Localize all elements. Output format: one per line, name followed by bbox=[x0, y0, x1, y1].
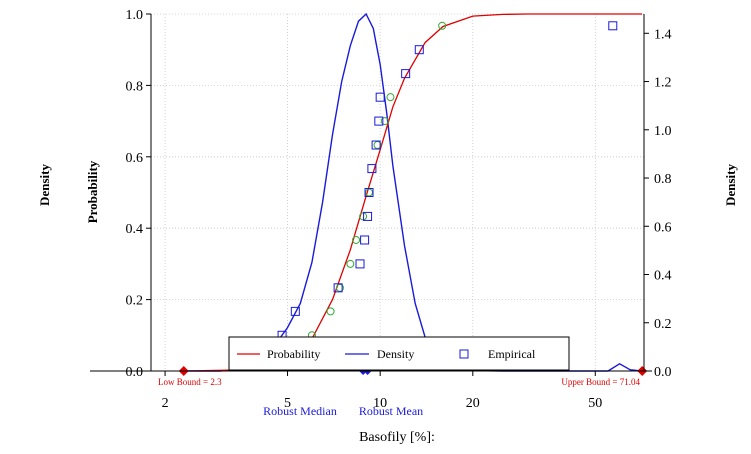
grid bbox=[151, 14, 644, 371]
y-left-tick-label: 0.6 bbox=[126, 151, 144, 166]
y-left-tick-label: 1.0 bbox=[126, 8, 144, 23]
robust-mean-label: Robust Mean bbox=[359, 404, 423, 418]
empirical-point bbox=[356, 260, 364, 268]
x-axis-title: Basofily [%]: bbox=[359, 430, 435, 445]
probability-curve-layer bbox=[184, 14, 642, 371]
legend-density-label: Density bbox=[377, 347, 414, 361]
y-right-tick-label: 1.2 bbox=[654, 76, 672, 91]
empirical-point bbox=[361, 236, 369, 244]
low-bound-label: Low Bound = 2.3 bbox=[158, 377, 222, 387]
x-tick-label: 2 bbox=[162, 396, 169, 411]
empirical-point bbox=[376, 93, 384, 101]
y-axis-title-left-outer: Density bbox=[37, 164, 52, 206]
legend: Probability Density Empirical bbox=[229, 337, 569, 370]
legend-empirical-label: Empirical bbox=[488, 347, 536, 361]
legend-probability-label: Probability bbox=[267, 347, 320, 361]
y-right-tick-label: 0.8 bbox=[654, 172, 672, 187]
robust-median-label: Robust Median bbox=[263, 404, 337, 418]
points-layer bbox=[179, 22, 647, 376]
y-axis-title-left: Probability bbox=[85, 160, 100, 223]
fitted-point bbox=[347, 260, 354, 267]
fitted-point bbox=[387, 94, 394, 101]
x-tick-label: 50 bbox=[588, 396, 602, 411]
density-curve-layer bbox=[184, 14, 642, 371]
y-right-tick-label: 0.0 bbox=[654, 365, 672, 380]
y-right-tick-label: 0.6 bbox=[654, 220, 672, 235]
probability-curve bbox=[184, 14, 642, 371]
fitted-point bbox=[327, 308, 334, 315]
y-left-tick-label: 0.8 bbox=[126, 79, 144, 94]
y-right-tick-label: 1.4 bbox=[654, 27, 672, 42]
y-left-tick-label: 0.4 bbox=[126, 222, 144, 237]
y-right-tick-label: 1.0 bbox=[654, 124, 672, 139]
y-left-tick-label: 0.0 bbox=[126, 365, 144, 380]
density-curve bbox=[184, 14, 642, 371]
y-right-tick-label: 0.2 bbox=[654, 317, 672, 332]
x-tick-label: 20 bbox=[466, 396, 480, 411]
empirical-point bbox=[609, 22, 617, 30]
y-left-tick-label: 0.2 bbox=[126, 294, 144, 309]
upper-bound-label: Upper Bound = 71.04 bbox=[561, 377, 640, 387]
y-axis-title-right: Density bbox=[723, 164, 738, 206]
y-right-tick-label: 0.4 bbox=[654, 269, 672, 284]
